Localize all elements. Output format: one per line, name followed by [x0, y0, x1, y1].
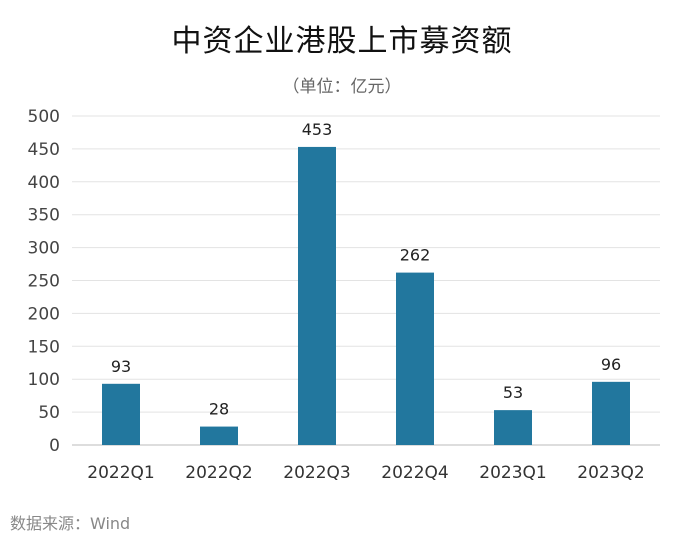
data-label: 453 [302, 120, 333, 139]
x-tick-label: 2023Q1 [479, 463, 546, 483]
bar [592, 381, 630, 445]
data-label: 93 [111, 357, 131, 376]
data-labels: 93 28 453 262 53 96 [111, 120, 621, 419]
data-label: 262 [400, 246, 431, 265]
chart-subtitle: （单位：亿元） [282, 77, 402, 97]
bar [200, 426, 238, 445]
bar [102, 383, 140, 445]
y-tick-label: 350 [28, 206, 60, 226]
bars [102, 146, 630, 445]
x-tick-label: 2023Q2 [577, 463, 644, 483]
x-tick-label: 2022Q2 [185, 463, 252, 483]
bar [396, 272, 434, 445]
y-tick-label: 100 [28, 370, 60, 390]
y-tick-label: 400 [28, 173, 60, 193]
gridlines [72, 115, 660, 446]
chart-title: 中资企业港股上市募资额 [171, 24, 513, 59]
y-axis: 0 50 100 150 200 250 300 350 400 450 500 [28, 107, 60, 456]
data-label: 53 [503, 383, 523, 402]
y-tick-label: 0 [49, 436, 60, 456]
y-tick-label: 500 [28, 107, 60, 127]
x-axis: 2022Q1 2022Q2 2022Q3 2022Q4 2023Q1 2023Q2 [87, 463, 644, 483]
x-tick-label: 2022Q1 [87, 463, 154, 483]
data-source: 数据来源：Wind [10, 514, 131, 533]
y-tick-label: 50 [38, 403, 60, 423]
bar [494, 410, 532, 445]
bar [298, 146, 336, 445]
x-tick-label: 2022Q3 [283, 463, 350, 483]
y-tick-label: 250 [28, 272, 60, 292]
y-tick-label: 150 [28, 337, 60, 357]
y-tick-label: 300 [28, 239, 60, 259]
data-label: 96 [601, 355, 621, 374]
x-tick-label: 2022Q4 [381, 463, 448, 483]
y-tick-label: 450 [28, 140, 60, 160]
y-tick-label: 200 [28, 304, 60, 324]
data-label: 28 [209, 400, 229, 419]
